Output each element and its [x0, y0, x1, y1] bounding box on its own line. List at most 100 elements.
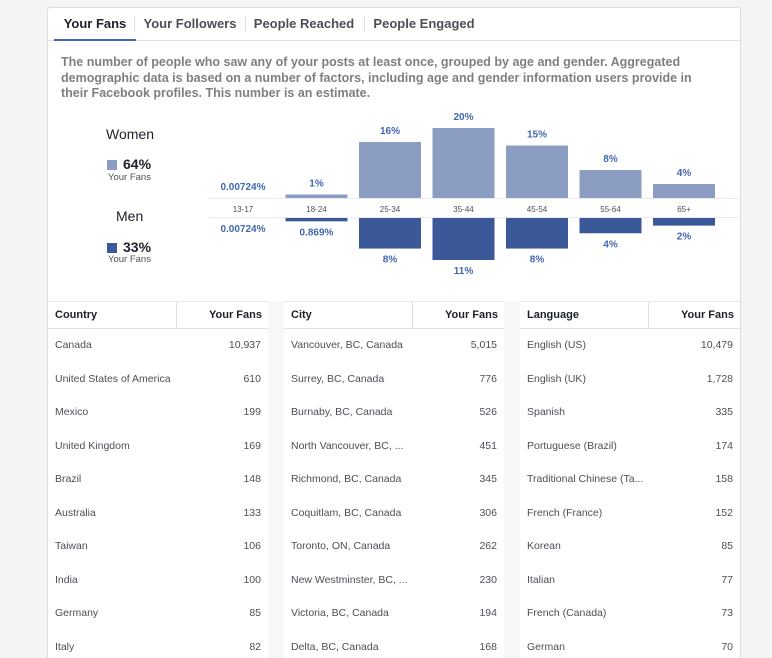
row-value: 85: [721, 540, 733, 552]
row-label: North Vancouver, BC, ...: [291, 440, 403, 452]
women-bar-45-54: [506, 146, 568, 199]
row-label: United States of America: [55, 373, 171, 385]
men-value-label: 2%: [677, 232, 692, 243]
row-label: Delta, BC, Canada: [291, 641, 379, 653]
table-row: English (US)10,479: [520, 329, 740, 363]
table-row: French (France)152: [520, 497, 740, 531]
tab-bar: Your Fans Your Followers People Reached …: [48, 8, 740, 41]
row-value: 5,015: [471, 339, 497, 351]
column-divider: [412, 302, 413, 328]
row-value: 148: [243, 473, 261, 485]
row-label: Brazil: [55, 473, 81, 485]
row-label: Canada: [55, 339, 92, 351]
row-label: Traditional Chinese (Ta...: [527, 473, 643, 485]
row-value: 610: [243, 373, 261, 385]
row-value: 100: [243, 574, 261, 586]
row-label: Burnaby, BC, Canada: [291, 406, 392, 418]
column-header-your-fans[interactable]: Your Fans: [445, 309, 498, 321]
column-header-language[interactable]: Language: [527, 309, 579, 321]
row-label: English (US): [527, 339, 586, 351]
row-value: 85: [249, 607, 261, 619]
table-header: Language Your Fans: [520, 302, 740, 329]
row-value: 168: [479, 641, 497, 653]
women-value-label: 1%: [309, 179, 324, 190]
table-row: United States of America 610: [48, 363, 268, 397]
age-gender-chart: 0.00724%0.00724%13-171%0.869%18-2416%8%2…: [48, 108, 740, 283]
women-value-label: 16%: [380, 126, 400, 137]
row-label: French (France): [527, 507, 602, 519]
table-row: French (Canada)73: [520, 597, 740, 631]
row-value: 262: [479, 540, 497, 552]
row-label: Toronto, ON, Canada: [291, 540, 390, 552]
age-tick-label: 55-64: [600, 205, 621, 214]
row-label: India: [55, 574, 78, 586]
column-header-your-fans[interactable]: Your Fans: [209, 309, 262, 321]
table-row: New Westminster, BC, ...230: [284, 564, 504, 598]
men-bar-55-64: [580, 218, 642, 233]
row-value: 73: [721, 607, 733, 619]
women-bar-18-24: [286, 195, 348, 199]
row-label: Korean: [527, 540, 561, 552]
row-value: 199: [243, 406, 261, 418]
column-divider: [648, 302, 649, 328]
age-tick-label: 65+: [677, 205, 691, 214]
men-bar-18-24: [286, 218, 348, 221]
row-label: Italian: [527, 574, 555, 586]
table-row: Portuguese (Brazil)174: [520, 430, 740, 464]
age-tick-label: 45-54: [527, 205, 548, 214]
row-label: Germany: [55, 607, 98, 619]
row-label: Taiwan: [55, 540, 88, 552]
table-row: North Vancouver, BC, ...451: [284, 430, 504, 464]
women-value-label: 8%: [603, 154, 618, 165]
row-label: English (UK): [527, 373, 586, 385]
column-header-country[interactable]: Country: [55, 309, 97, 321]
chart-description: The number of people who saw any of your…: [61, 55, 721, 102]
table-header: Country Your Fans: [48, 302, 268, 329]
row-value: 82: [249, 641, 261, 653]
table-row: Brazil 148: [48, 463, 268, 497]
table-row: Toronto, ON, Canada 262: [284, 530, 504, 564]
tab-your-fans[interactable]: Your Fans: [54, 8, 136, 40]
tab-people-reached[interactable]: People Reached: [248, 8, 360, 40]
row-value: 133: [243, 507, 261, 519]
table-row: India 100: [48, 564, 268, 598]
row-label: United Kingdom: [55, 440, 130, 452]
row-value: 776: [479, 373, 497, 385]
table-row: Traditional Chinese (Ta...158: [520, 463, 740, 497]
men-bar-65+: [653, 218, 715, 226]
row-label: Portuguese (Brazil): [527, 440, 617, 452]
row-value: 194: [479, 607, 497, 619]
men-value-label: 8%: [530, 255, 545, 266]
women-value-label: 0.00724%: [220, 182, 265, 193]
column-header-city[interactable]: City: [291, 309, 312, 321]
women-bar-65+: [653, 184, 715, 198]
men-bar-45-54: [506, 218, 568, 249]
men-value-label: 11%: [454, 266, 474, 277]
row-value: 345: [479, 473, 497, 485]
row-label: Richmond, BC, Canada: [291, 473, 401, 485]
age-tick-label: 35-44: [453, 205, 474, 214]
column-header-your-fans[interactable]: Your Fans: [681, 309, 734, 321]
row-label: New Westminster, BC, ...: [291, 574, 408, 586]
table-row: Richmond, BC, Canada 345: [284, 463, 504, 497]
women-bar-25-34: [359, 142, 421, 198]
tab-people-engaged[interactable]: People Engaged: [368, 8, 480, 40]
table-header: City Your Fans: [284, 302, 504, 329]
tab-your-followers[interactable]: Your Followers: [138, 8, 242, 40]
table-row: Vancouver, BC, Canada 5,015: [284, 329, 504, 363]
row-value: 306: [479, 507, 497, 519]
row-label: Vancouver, BC, Canada: [291, 339, 403, 351]
